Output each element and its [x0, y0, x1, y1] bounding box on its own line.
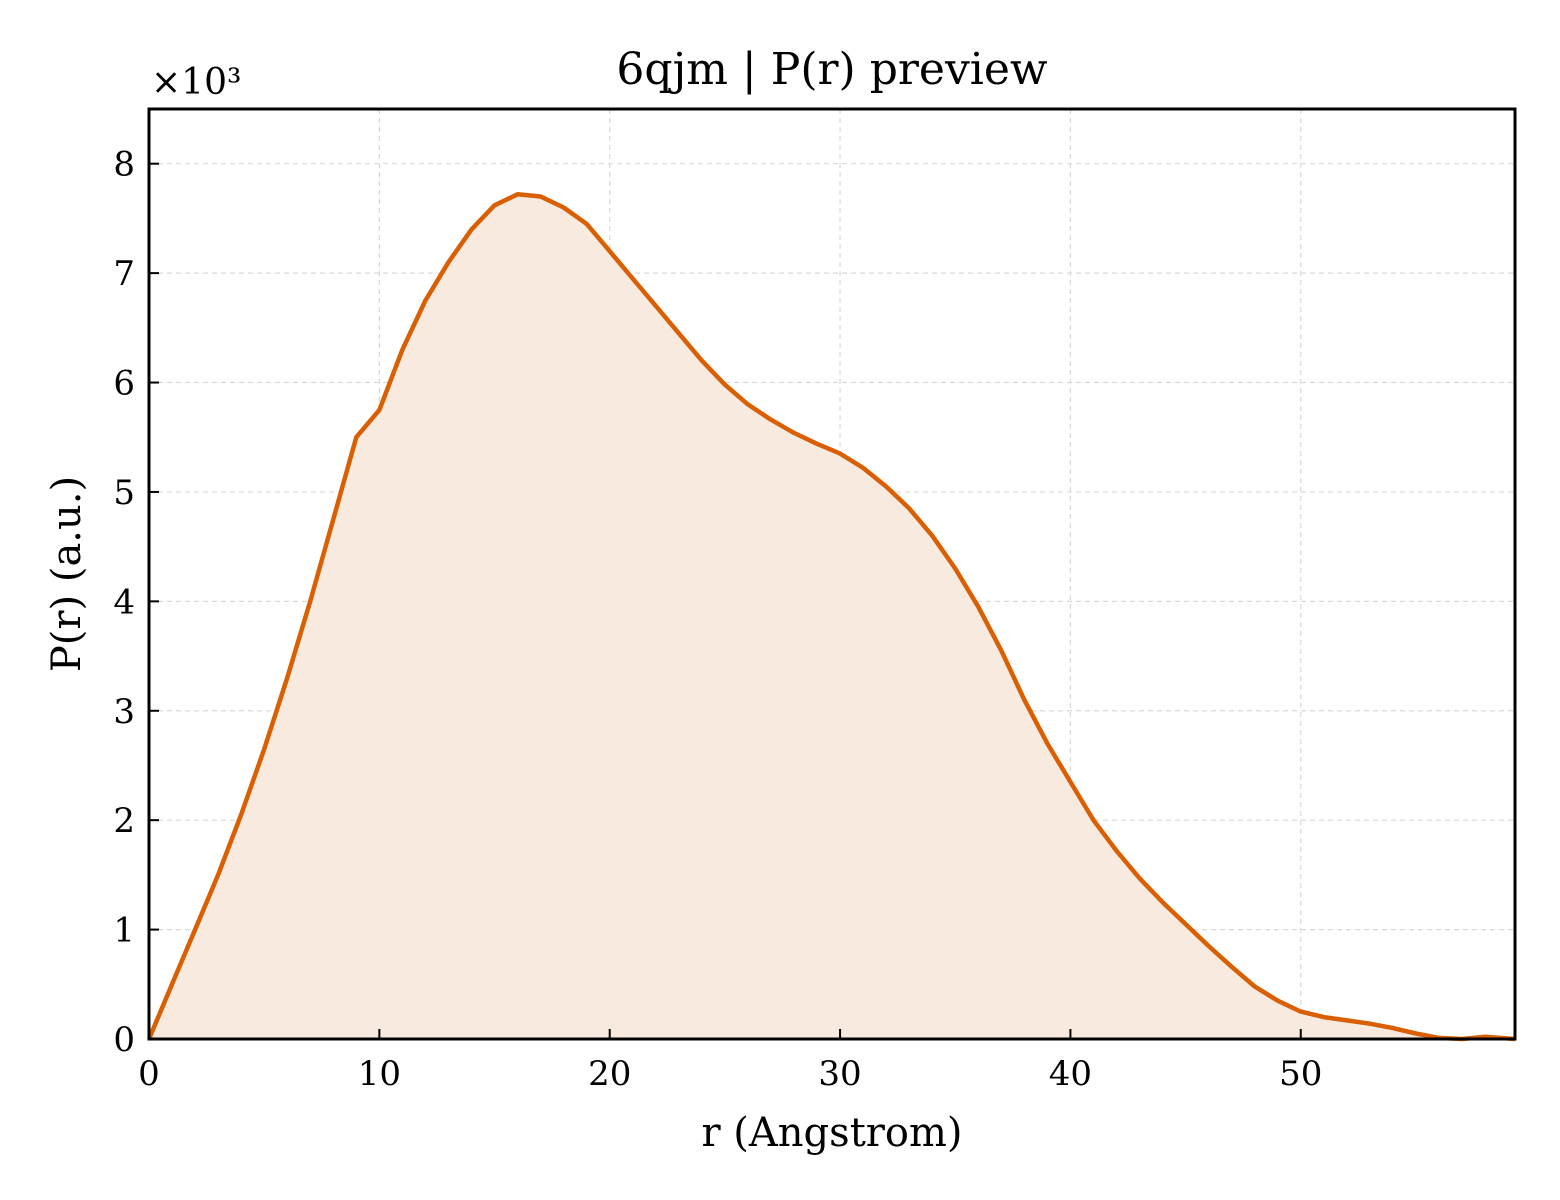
y-tick-label: 1: [113, 911, 135, 951]
y-tick-label: 5: [113, 473, 135, 513]
y-axis-multiplier: ×10³: [151, 62, 241, 103]
pr-curve-line: [146, 192, 1516, 1042]
x-tick-label: 40: [1049, 1054, 1092, 1094]
x-tick-label: 20: [588, 1054, 631, 1094]
y-tick-label: 2: [113, 801, 135, 841]
y-tick-label: 0: [113, 1020, 135, 1060]
axis-ticks: [148, 162, 1302, 1040]
y-tick-label: 3: [113, 692, 135, 732]
chart-title: 6qjm | P(r) preview: [616, 44, 1047, 95]
x-tick-label: 30: [818, 1054, 861, 1094]
x-tick-label: 50: [1279, 1054, 1322, 1094]
tick-labels: 0 10 20 30 40 50 0 1 2 3 4 5 6 7 8: [113, 145, 1322, 1094]
x-tick-label: 10: [358, 1054, 401, 1094]
y-tick-label: 7: [113, 254, 135, 294]
x-axis-label: r (Angstrom): [701, 1110, 962, 1156]
y-tick-label: 8: [113, 145, 135, 185]
plot-frame: [147, 107, 1517, 1041]
y-axis-label: P(r) (a.u.): [44, 476, 90, 672]
pr-area-fill: [149, 194, 1515, 1040]
y-tick-label: 6: [113, 364, 135, 404]
y-tick-label: 4: [113, 582, 135, 622]
x-tick-label: 0: [138, 1054, 160, 1094]
